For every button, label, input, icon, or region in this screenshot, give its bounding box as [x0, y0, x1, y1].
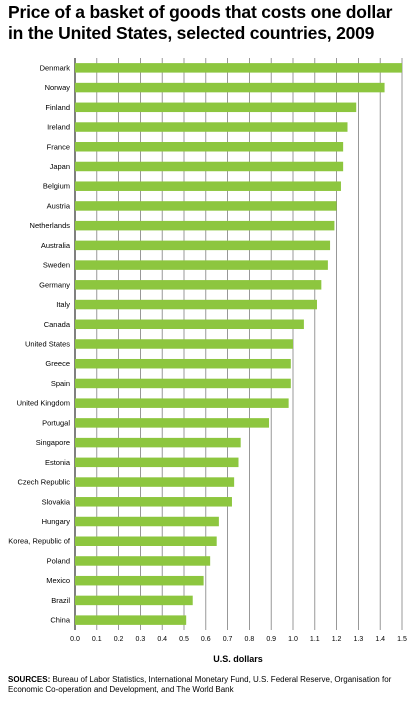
- x-axis-label: U.S. dollars: [213, 654, 263, 664]
- x-tick-label: 0.3: [136, 636, 146, 643]
- bar: [75, 220, 335, 231]
- x-tick-label: 1.5: [397, 636, 407, 643]
- category-label: Italy: [56, 300, 70, 309]
- category-label: Australia: [41, 241, 71, 250]
- bar: [75, 477, 235, 487]
- bar: [75, 161, 344, 172]
- category-label: Greece: [45, 359, 70, 368]
- category-label: United States: [25, 340, 70, 349]
- category-label: Slovakia: [42, 497, 71, 506]
- category-label: Brazil: [51, 596, 70, 605]
- x-tick-label: 0.7: [223, 636, 233, 643]
- bar: [75, 418, 270, 428]
- x-tick-label: 0.1: [92, 636, 102, 643]
- x-tick-label: 0.5: [179, 636, 189, 643]
- x-tick-labels: 0.0 0.1 0.2 0.3 0.4 0.5 0.6 0.7 0.8 0.9 1.0 1.1 1.2 1…: [70, 636, 407, 643]
- x-tick-label: 1.2: [332, 636, 342, 643]
- category-label: Denmark: [40, 63, 71, 72]
- bar: [75, 299, 317, 310]
- sources-text: Bureau of Labor Statistics, Internationa…: [8, 675, 392, 694]
- x-tick-label: 1.0: [288, 636, 298, 643]
- bar: [75, 63, 402, 73]
- bar: [75, 181, 341, 191]
- category-label: Netherlands: [30, 221, 71, 230]
- bar: [75, 122, 348, 132]
- category-label: Estonia: [45, 458, 71, 467]
- category-label: Czech Republic: [17, 478, 70, 487]
- bar: [75, 516, 219, 527]
- x-tick-label: 0.9: [266, 636, 276, 643]
- bars: [75, 63, 402, 625]
- bar: [75, 575, 204, 586]
- category-label: Belgium: [43, 182, 70, 191]
- category-label: Portugal: [42, 418, 70, 427]
- bar: [75, 280, 322, 290]
- x-tick-label: 1.3: [354, 636, 364, 643]
- category-label: Spain: [51, 379, 70, 388]
- category-label: Hungary: [42, 517, 71, 526]
- x-tick-label: 1.1: [310, 636, 320, 643]
- x-tick-label: 0.6: [201, 636, 211, 643]
- bar: [75, 536, 217, 546]
- category-labels: Denmark Norway Finland Ireland France Japan Be…: [8, 63, 71, 624]
- bar: [75, 319, 304, 330]
- bar: [75, 142, 344, 152]
- bar: [75, 339, 293, 349]
- category-label: Mexico: [46, 576, 70, 585]
- category-label: Germany: [39, 280, 70, 289]
- category-label: Finland: [45, 103, 70, 112]
- category-label: Sweden: [43, 261, 70, 270]
- bar: [75, 201, 337, 211]
- chart-title: Price of a basket of goods that costs on…: [8, 2, 393, 43]
- sources-note: SOURCES: Bureau of Labor Statistics, Int…: [8, 675, 412, 695]
- x-tick-label: 0.0: [70, 636, 80, 643]
- category-label: Korea, Republic of: [8, 537, 71, 546]
- bar: [75, 240, 331, 251]
- bar: [75, 398, 289, 408]
- category-label: Poland: [47, 556, 70, 565]
- sources-label: SOURCES:: [8, 675, 51, 684]
- x-tick-label: 1.4: [375, 636, 385, 643]
- bar: [75, 497, 232, 507]
- bar: [75, 102, 357, 113]
- bar: [75, 260, 328, 270]
- category-label: Singapore: [36, 438, 70, 447]
- bar: [75, 556, 211, 566]
- bar-chart: Denmark Norway Finland Ireland France Japan Be…: [8, 58, 407, 664]
- category-label: Ireland: [47, 123, 70, 132]
- bar: [75, 358, 291, 369]
- category-label: United Kingdom: [17, 399, 70, 408]
- category-label: Canada: [44, 320, 71, 329]
- bar: [75, 595, 193, 606]
- category-label: Japan: [50, 162, 70, 171]
- x-tick-label: 0.8: [245, 636, 255, 643]
- x-tick-label: 0.2: [114, 636, 124, 643]
- bar: [75, 82, 385, 93]
- x-tick-label: 0.4: [157, 636, 167, 643]
- bar: [75, 437, 241, 448]
- category-label: Norway: [45, 83, 71, 92]
- category-label: Austria: [47, 201, 71, 210]
- bar: [75, 457, 239, 468]
- bar: [75, 378, 291, 389]
- category-label: China: [50, 616, 70, 625]
- category-label: France: [47, 142, 70, 151]
- bar: [75, 615, 187, 625]
